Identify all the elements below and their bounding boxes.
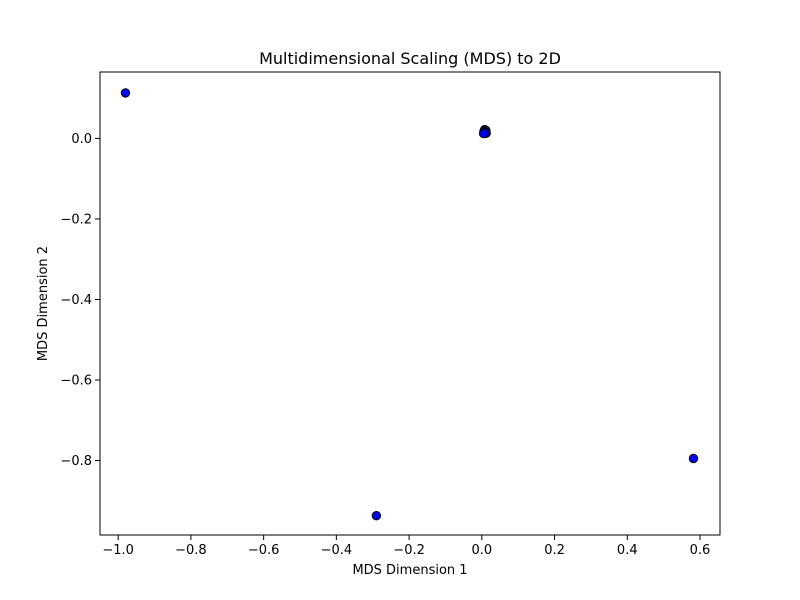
x-tick-label: 0.4 [617,543,638,558]
data-points [120,88,699,521]
y-axis-ticks: 0.0 −0.2 −0.4 −0.6 −0.8 [60,132,100,469]
x-tick-label: −0.8 [175,543,207,558]
x-tick-label: 0.0 [471,543,492,558]
x-tick-label: −0.6 [248,543,280,558]
x-axis-ticks: −1.0 −0.8 −0.6 −0.4 −0.2 0.0 0.2 0.4 0.6 [102,535,710,558]
y-axis-label: MDS Dimension 2 [36,246,51,361]
y-tick-label: −0.4 [60,293,92,308]
x-tick-label: −0.2 [393,543,425,558]
x-tick-label: −0.4 [321,543,353,558]
x-tick-label: −1.0 [102,543,134,558]
x-tick-label: 0.6 [690,543,711,558]
data-point [371,510,382,521]
chart-title: Multidimensional Scaling (MDS) to 2D [259,49,561,68]
data-point [688,453,699,464]
y-tick-label: 0.0 [71,132,92,147]
x-axis-label: MDS Dimension 1 [352,563,467,578]
y-tick-label: −0.2 [60,212,92,227]
x-tick-label: 0.2 [544,543,565,558]
plot-area [99,71,721,536]
y-tick-label: −0.8 [60,454,92,469]
data-point [120,88,131,98]
data-point [478,128,489,139]
y-tick-label: −0.6 [60,373,92,388]
